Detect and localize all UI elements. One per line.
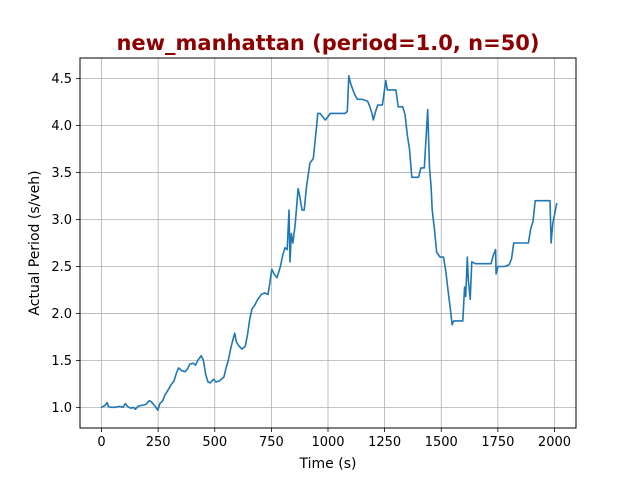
y-tick-label: 2.5: [51, 260, 72, 275]
x-tick-label: 1750: [481, 435, 514, 450]
y-tick-label: 1.0: [51, 401, 72, 416]
x-tick-label: 1000: [311, 435, 344, 450]
x-axis-label: Time (s): [299, 456, 357, 472]
y-tick-label: 4.5: [51, 72, 72, 87]
x-tick-label: 0: [97, 435, 105, 450]
y-axis-label: Actual Period (s/veh): [27, 170, 43, 315]
x-tick-label: 250: [146, 435, 171, 450]
x-tick-label: 750: [259, 435, 284, 450]
y-tick-label: 4.0: [51, 119, 72, 134]
y-tick-label: 3.5: [51, 166, 72, 181]
y-tick-label: 2.0: [51, 307, 72, 322]
x-tick-label: 500: [202, 435, 227, 450]
x-tick-label: 1500: [425, 435, 458, 450]
x-tick-label: 2000: [538, 435, 571, 450]
x-tick-label: 1250: [368, 435, 401, 450]
y-tick-label: 1.5: [51, 354, 72, 369]
chart-title: new_manhattan (period=1.0, n=50): [116, 31, 539, 55]
y-tick-label: 3.0: [51, 213, 72, 228]
